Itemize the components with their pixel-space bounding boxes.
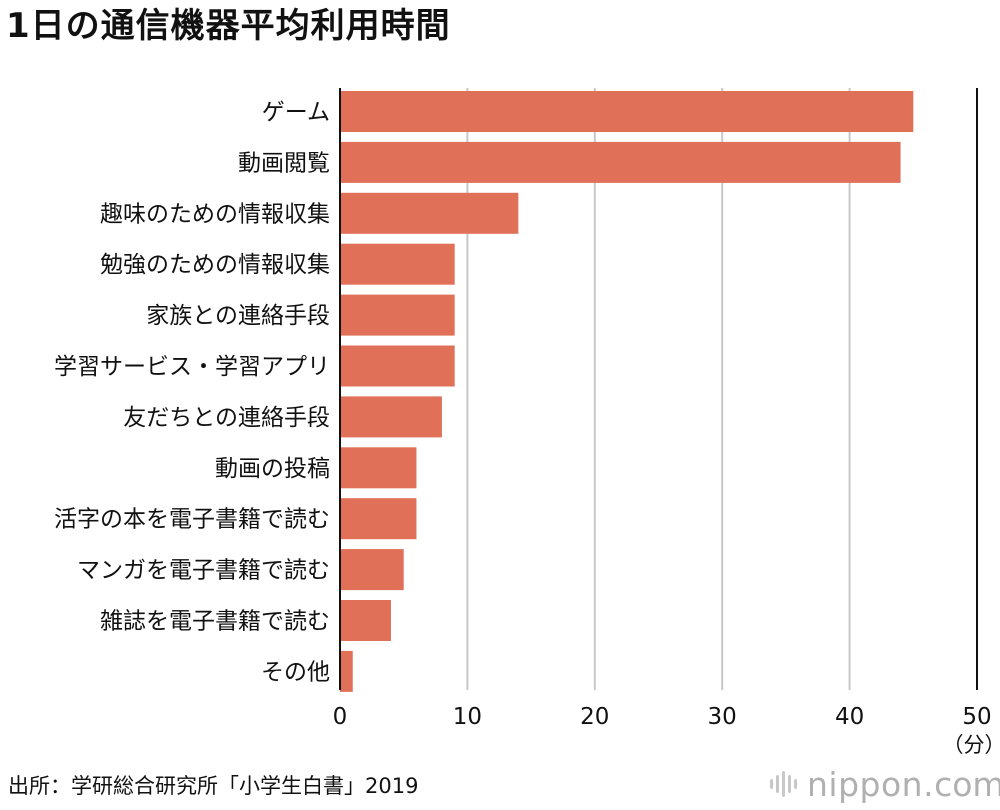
category-label: 趣味のための情報収集 <box>100 201 330 227</box>
category-label: マンガを電子書籍で読む <box>77 558 330 584</box>
bar <box>340 447 417 489</box>
category-label: 学習サービス・学習アプリ <box>54 354 330 380</box>
bar-chart: ゲーム動画閲覧趣味のための情報収集勉強のための情報収集家族との連絡手段学習サービ… <box>54 88 1000 757</box>
logo-domain-text: com <box>934 764 1000 804</box>
category-label: 友だちとの連絡手段 <box>123 405 330 431</box>
nippon-logo: nippon. com <box>770 764 1000 804</box>
category-label: ゲーム <box>262 100 330 126</box>
bar <box>340 650 353 692</box>
chart-title: 1日の通信機器平均利用時間 <box>6 6 451 46</box>
bar <box>340 294 455 336</box>
bar <box>340 345 455 387</box>
gridlines <box>466 88 851 690</box>
category-label: 活字の本を電子書籍で読む <box>54 507 330 533</box>
x-tick-label: 40 <box>835 704 864 730</box>
category-labels: ゲーム動画閲覧趣味のための情報収集勉強のための情報収集家族との連絡手段学習サービ… <box>54 100 330 686</box>
logo-brand-text: nippon. <box>807 764 935 804</box>
category-label: その他 <box>261 659 330 685</box>
bars <box>340 91 914 692</box>
category-label: 動画閲覧 <box>238 150 330 176</box>
bar <box>340 192 519 234</box>
bar <box>340 396 442 438</box>
x-tick-label: 30 <box>708 704 737 730</box>
x-tick-label: 50 <box>962 704 991 730</box>
tick-labels: 0 10 20 30 40 50 <box>333 704 992 730</box>
bar <box>340 549 404 591</box>
bar <box>340 498 417 540</box>
category-label: 動画の投稿 <box>215 456 330 482</box>
category-label: 家族との連絡手段 <box>146 303 330 329</box>
bar <box>340 91 914 132</box>
x-tick-label: 20 <box>580 704 609 730</box>
x-tick-label: 10 <box>453 704 482 730</box>
axes <box>339 88 978 690</box>
x-axis-unit-label: （分） <box>943 733 1000 757</box>
bar <box>340 600 391 641</box>
bar <box>340 141 901 183</box>
x-tick-label: 0 <box>333 704 348 730</box>
source-note: 出所：学研総合研究所「小学生白書」2019 <box>8 774 419 798</box>
category-label: 勉強のための情報収集 <box>100 252 330 278</box>
category-label: 雑誌を電子書籍で読む <box>100 609 330 635</box>
bar <box>340 243 455 285</box>
logo-wave-icon <box>770 771 797 797</box>
